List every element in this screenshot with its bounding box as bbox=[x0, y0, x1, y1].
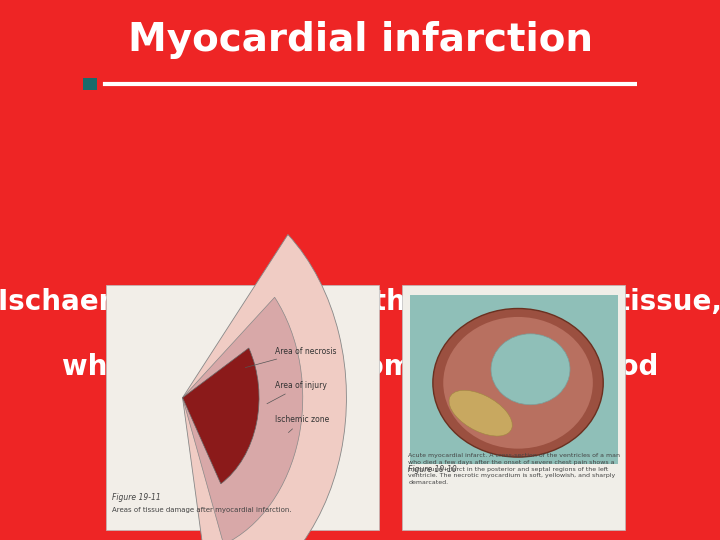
Text: Figure 19-11: Figure 19-11 bbox=[112, 493, 161, 502]
Ellipse shape bbox=[491, 334, 570, 405]
Text: Ischemic zone: Ischemic zone bbox=[276, 415, 330, 433]
Text: Ischaemical necrosis of the myocardial tissue,: Ischaemical necrosis of the myocardial t… bbox=[0, 288, 720, 316]
Wedge shape bbox=[183, 234, 346, 540]
Bar bbox=[402, 285, 626, 530]
Wedge shape bbox=[183, 298, 302, 540]
Text: Figure 19-10: Figure 19-10 bbox=[408, 465, 457, 474]
Text: Myocardial infarction: Myocardial infarction bbox=[127, 21, 593, 59]
Ellipse shape bbox=[449, 390, 512, 436]
Bar bbox=[410, 295, 618, 464]
Ellipse shape bbox=[444, 317, 593, 449]
Wedge shape bbox=[183, 348, 259, 484]
Text: Areas of tissue damage after myocardial infarction.: Areas of tissue damage after myocardial … bbox=[112, 507, 292, 513]
Bar bbox=[83, 78, 97, 90]
Bar bbox=[83, 0, 637, 80]
Text: which is resulted from coronary blood: which is resulted from coronary blood bbox=[62, 353, 658, 381]
Text: Acute myocardial infarct. A cross-section of the ventricles of a man
who died a : Acute myocardial infarct. A cross-sectio… bbox=[408, 454, 621, 485]
Bar bbox=[106, 285, 379, 530]
Text: Area of injury: Area of injury bbox=[267, 381, 328, 404]
Ellipse shape bbox=[433, 308, 603, 457]
Text: Area of necrosis: Area of necrosis bbox=[246, 347, 337, 368]
